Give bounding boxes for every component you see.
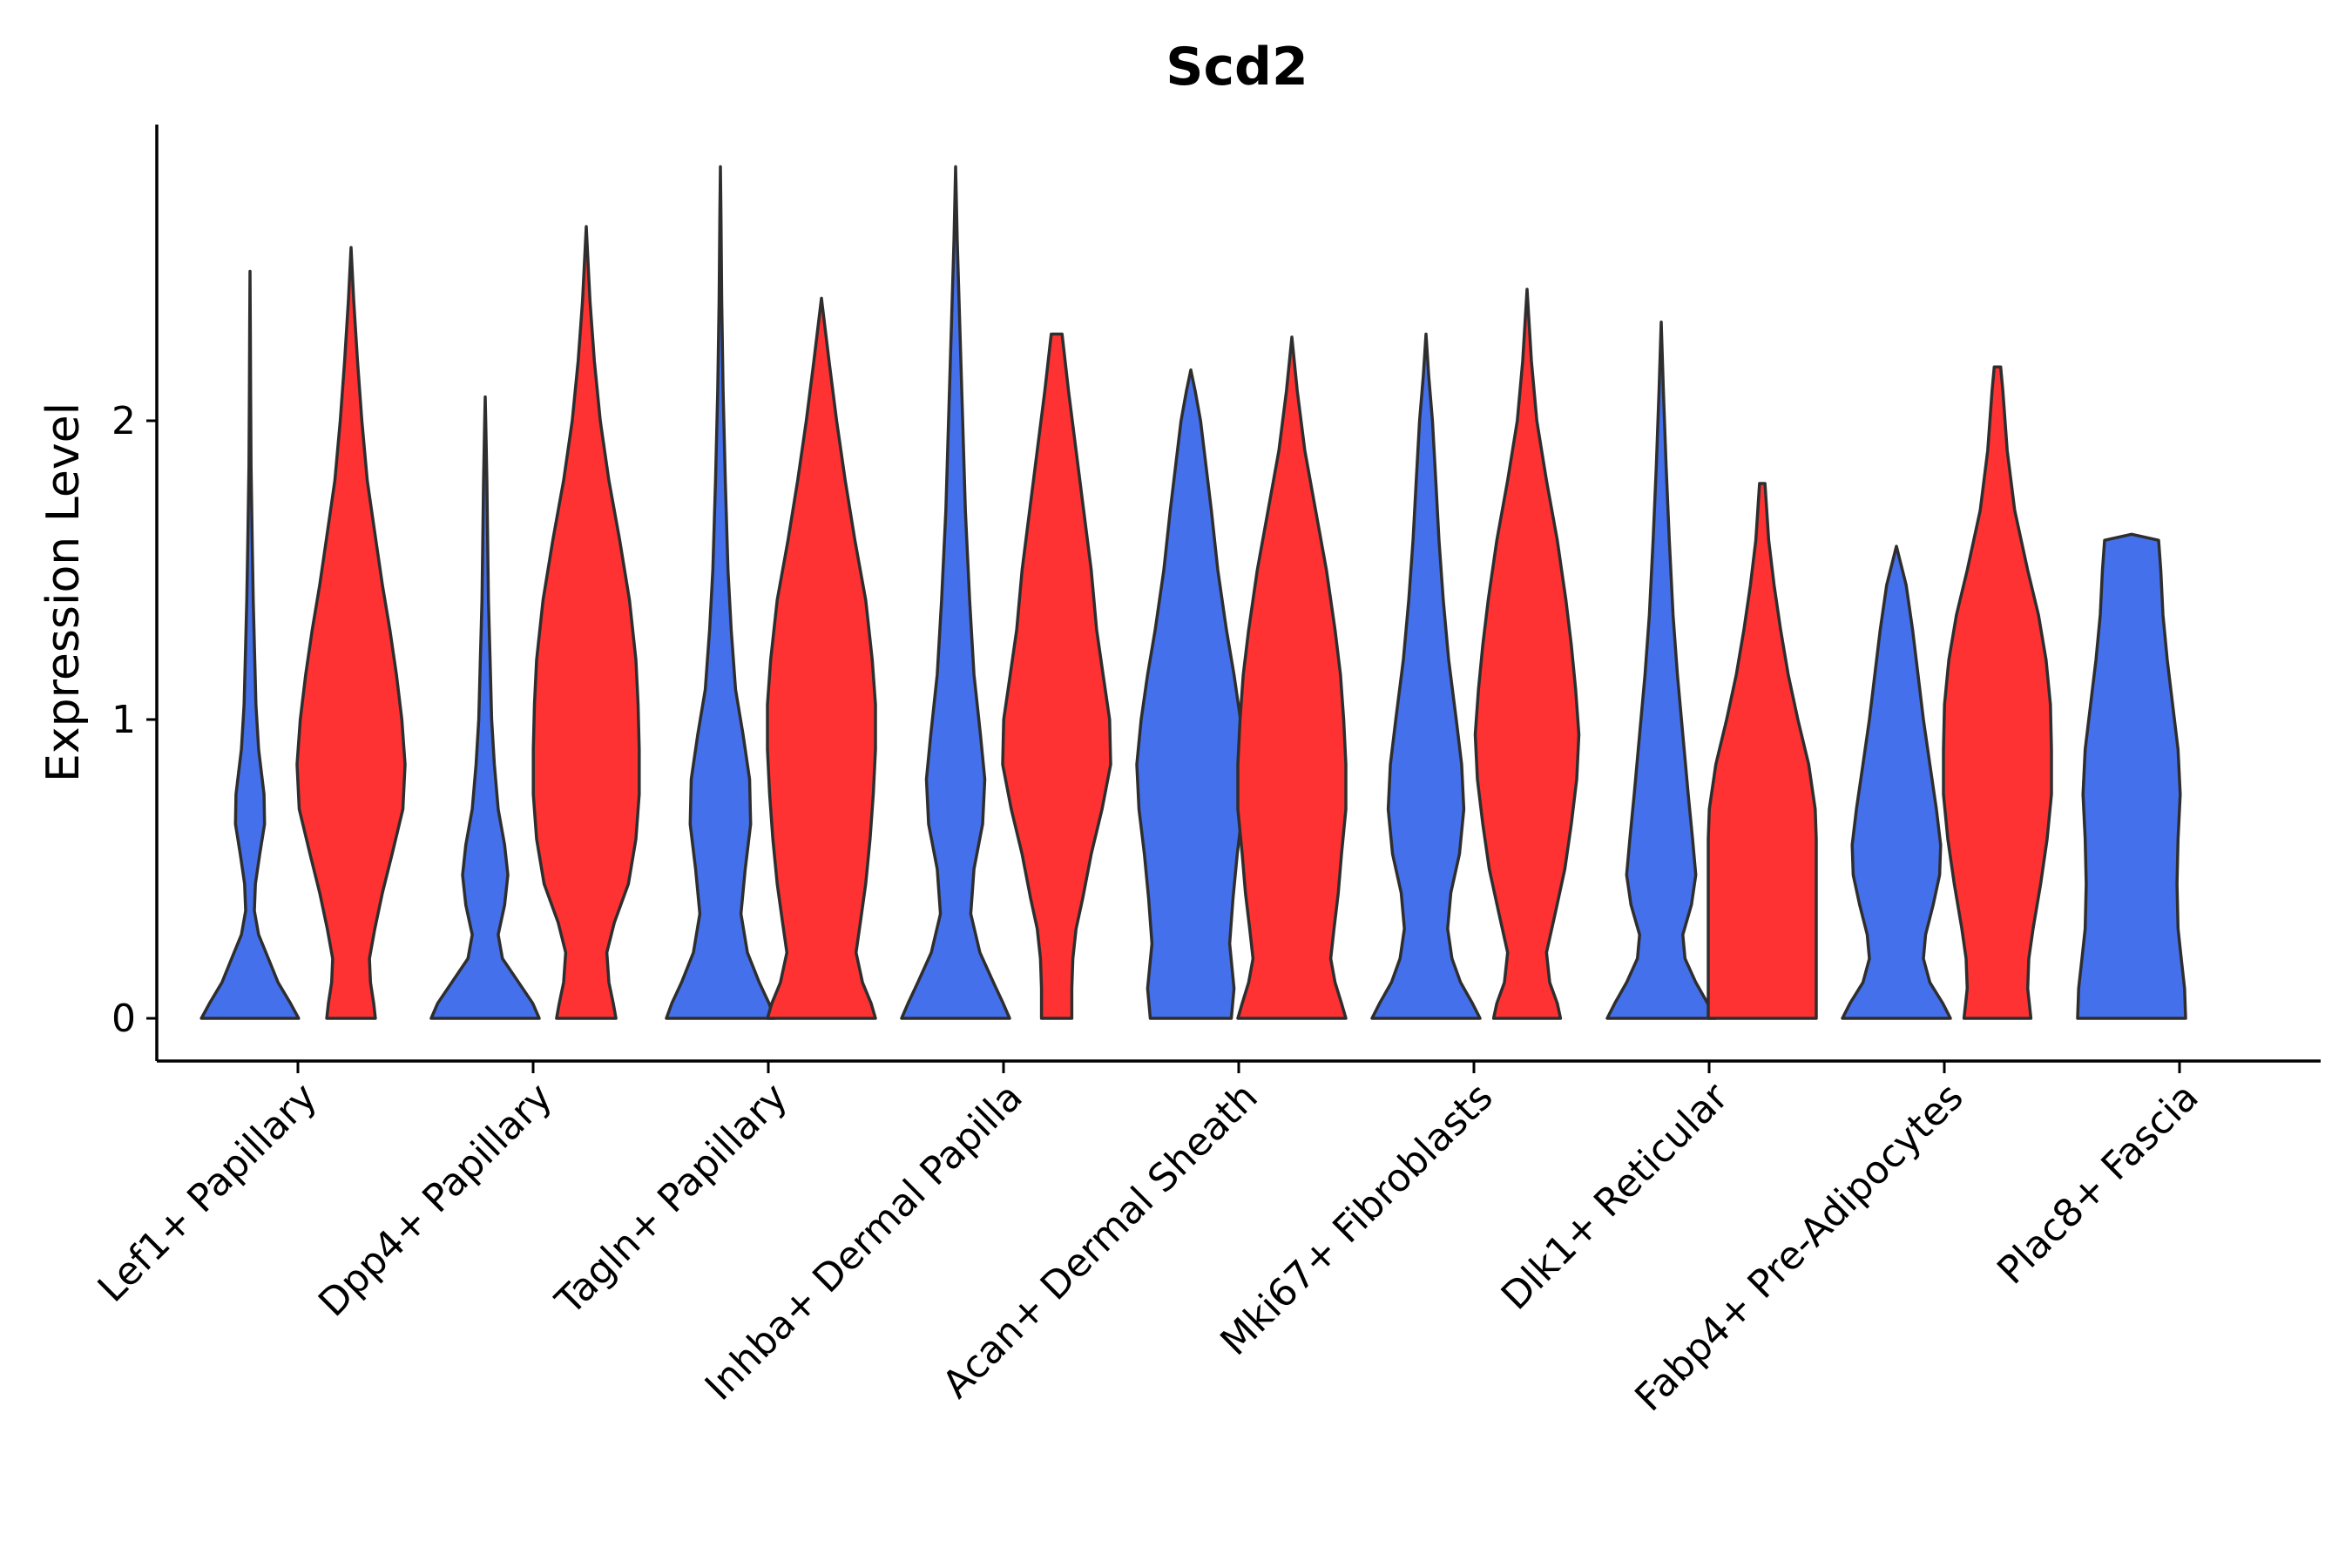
x-tick-label: Dlk1+ Reticular	[1493, 1074, 1738, 1319]
violin-red-0	[295, 246, 407, 1020]
y-axis-label: Expression Level	[37, 402, 90, 782]
chart-title: Scd2	[1166, 37, 1308, 98]
y-tick-label: 0	[112, 997, 136, 1041]
violin-blue-8	[2076, 532, 2187, 1020]
violin-blue-3	[900, 165, 1011, 1020]
violin-blue-5	[1370, 332, 1482, 1020]
violin-red-6	[1707, 482, 1818, 1020]
violin-blue-7	[1841, 544, 1952, 1020]
violin-blue-6	[1605, 321, 1717, 1020]
violin-red-2	[766, 296, 877, 1020]
violin-red-7	[1942, 365, 2053, 1020]
violin-blue-0	[199, 269, 301, 1020]
y-tick-label: 2	[112, 399, 136, 443]
y-axis-ticks: 0 1 2	[112, 399, 157, 1041]
violin-red-1	[531, 225, 641, 1020]
violin-blue-4	[1135, 368, 1247, 1020]
violin-red-5	[1473, 287, 1581, 1020]
x-tick-label: Mki67+ Fibroblasts	[1212, 1075, 1501, 1364]
violin-red-4	[1236, 335, 1348, 1020]
violin-red-3	[1001, 332, 1112, 1020]
x-tick-label: Dpp4+ Papillary	[310, 1075, 561, 1326]
x-tick-label: Tagln+ Papillary	[547, 1075, 796, 1324]
violin-blue-1	[429, 395, 541, 1020]
x-tick-label: Lef1+ Papillary	[90, 1075, 326, 1311]
violin-group	[199, 165, 2187, 1020]
x-tick-label: Plac8+ Fascia	[1989, 1075, 2207, 1294]
violin-blue-2	[665, 165, 776, 1020]
y-tick-label: 1	[112, 698, 136, 742]
